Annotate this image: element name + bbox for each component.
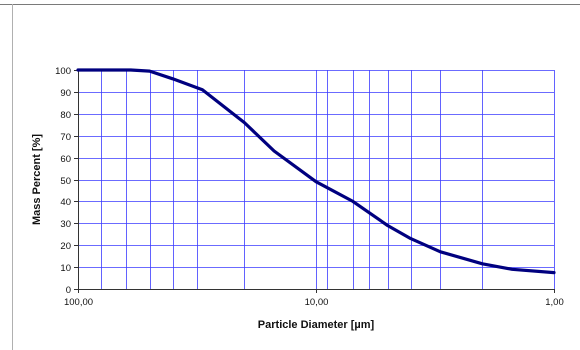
frame-top-border (0, 4, 580, 5)
x-tick-label: 100,00 (64, 297, 93, 308)
series-line-0 (76, 68, 556, 275)
y-tick-label: 100 (55, 66, 71, 77)
y-tick-label: 40 (60, 197, 71, 208)
y-axis-title: Mass Percent [%] (31, 134, 43, 225)
y-tick-label: 30 (60, 219, 71, 230)
x-tick-label: 1,00 (545, 297, 564, 308)
y-tick-label: 90 (60, 88, 71, 99)
y-tick-label: 20 (60, 241, 71, 252)
y-tick-label: 0 (66, 285, 71, 296)
y-tick-label: 80 (60, 110, 71, 121)
y-tick-label: 10 (60, 263, 71, 274)
y-tick-label: 60 (60, 154, 71, 165)
x-tick-label: 10,00 (305, 297, 329, 308)
frame-left-border (12, 4, 13, 350)
y-tick-label: 70 (60, 132, 71, 143)
y-tick-label: 50 (60, 176, 71, 187)
x-axis-title: Particle Diameter [µm] (258, 319, 375, 331)
